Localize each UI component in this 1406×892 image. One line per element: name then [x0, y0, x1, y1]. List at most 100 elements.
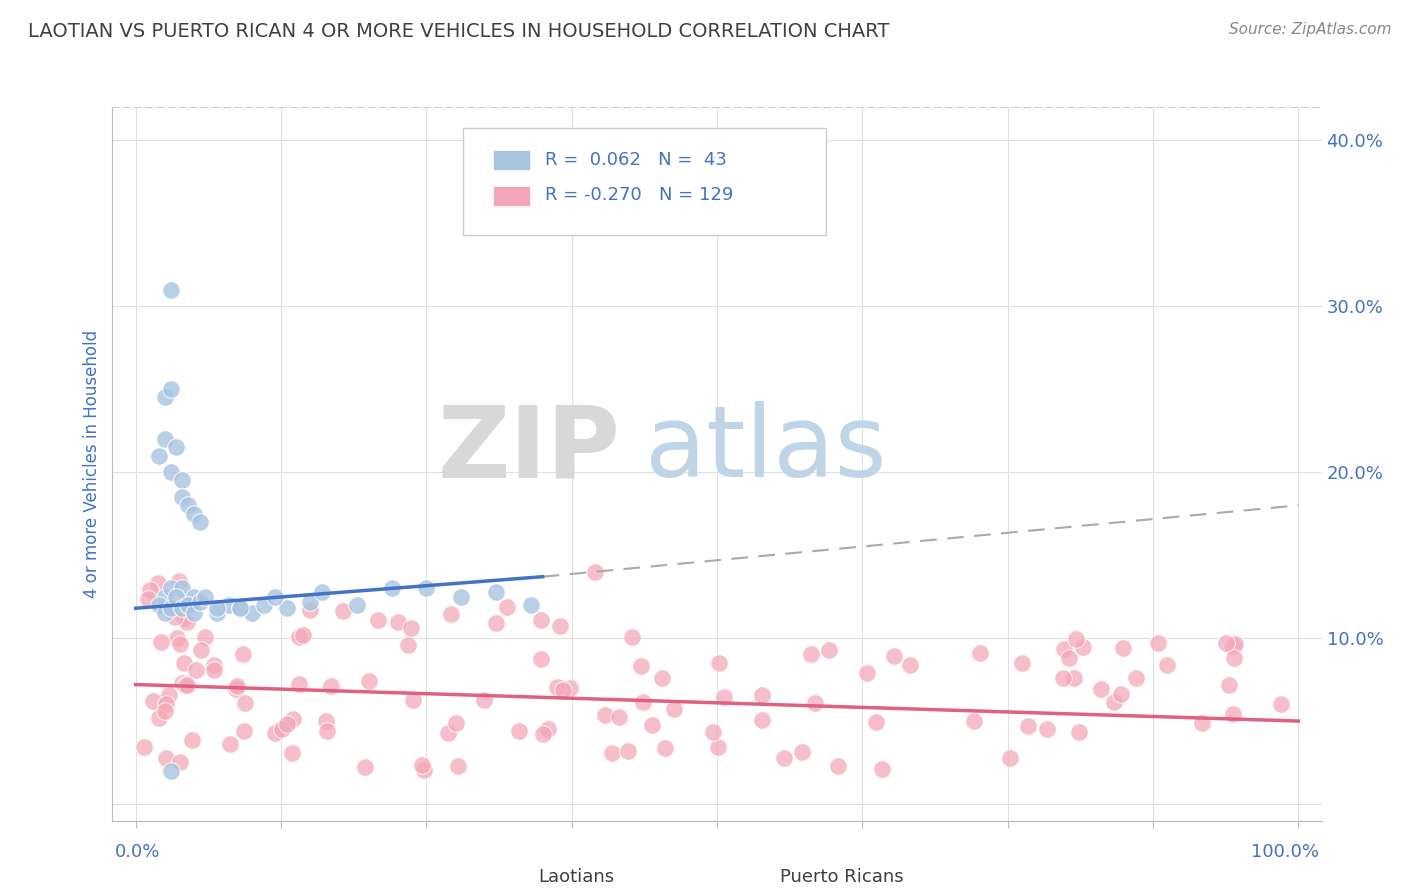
Point: [413, 763, 436, 777]
Point: [1011, 657, 1033, 671]
Point: [134, 739, 156, 754]
Point: [169, 637, 191, 651]
Point: [508, 723, 530, 738]
Point: [651, 672, 673, 686]
Point: [359, 674, 381, 689]
Point: [271, 722, 294, 736]
Point: [402, 693, 425, 707]
Point: [817, 642, 839, 657]
Point: [153, 590, 176, 604]
Point: [898, 657, 921, 672]
Point: [411, 757, 433, 772]
FancyBboxPatch shape: [463, 128, 825, 235]
Point: [1112, 640, 1135, 655]
Point: [233, 696, 256, 710]
Point: [969, 646, 991, 660]
Point: [298, 602, 321, 616]
Point: [276, 601, 298, 615]
Point: [173, 657, 195, 671]
Point: [183, 590, 205, 604]
Point: [702, 724, 724, 739]
Point: [264, 590, 287, 604]
Point: [621, 630, 644, 644]
Text: Source: ZipAtlas.com: Source: ZipAtlas.com: [1229, 22, 1392, 37]
Point: [138, 582, 160, 597]
Point: [299, 594, 322, 608]
Point: [170, 675, 193, 690]
Point: [1146, 636, 1168, 650]
Point: [1017, 719, 1039, 733]
Point: [149, 635, 172, 649]
Point: [291, 628, 314, 642]
Point: [173, 678, 195, 692]
Point: [148, 598, 170, 612]
Point: [529, 652, 551, 666]
Point: [772, 751, 794, 765]
Point: [380, 582, 402, 596]
Point: [1052, 671, 1074, 685]
Point: [165, 609, 187, 624]
Point: [827, 759, 849, 773]
Point: [172, 582, 194, 596]
Point: [1222, 651, 1244, 665]
Point: [159, 582, 181, 596]
Point: [856, 665, 879, 680]
Point: [707, 740, 730, 755]
Point: [1222, 639, 1244, 653]
Point: [447, 758, 470, 772]
Point: [1109, 687, 1132, 701]
Point: [188, 515, 211, 529]
Point: [233, 724, 256, 739]
Point: [546, 681, 568, 695]
Point: [153, 606, 176, 620]
Point: [218, 737, 240, 751]
Point: [148, 711, 170, 725]
Point: [159, 601, 181, 615]
Point: [229, 601, 252, 615]
Point: [804, 696, 827, 710]
Point: [153, 391, 176, 405]
Point: [548, 619, 571, 633]
Point: [450, 590, 472, 604]
Point: [229, 601, 252, 615]
Point: [190, 643, 212, 657]
Point: [281, 746, 304, 760]
Point: [707, 657, 730, 671]
Point: [166, 631, 188, 645]
Point: [159, 382, 181, 396]
Text: Puerto Ricans: Puerto Ricans: [780, 868, 904, 886]
FancyBboxPatch shape: [499, 869, 530, 885]
Point: [311, 584, 333, 599]
Point: [205, 606, 228, 620]
Point: [998, 751, 1021, 765]
Point: [153, 704, 176, 718]
Point: [316, 724, 339, 739]
Point: [1090, 682, 1112, 697]
Point: [437, 726, 460, 740]
Point: [630, 658, 652, 673]
Point: [142, 693, 165, 707]
Point: [1071, 640, 1094, 654]
Point: [870, 762, 893, 776]
Text: R = -0.270   N = 129: R = -0.270 N = 129: [546, 186, 734, 203]
Point: [520, 598, 543, 612]
Point: [593, 707, 616, 722]
Point: [148, 449, 170, 463]
Point: [1222, 706, 1244, 721]
Point: [188, 594, 211, 608]
FancyBboxPatch shape: [741, 869, 772, 885]
Point: [484, 615, 506, 630]
Point: [176, 615, 198, 630]
Point: [1035, 722, 1057, 736]
Point: [173, 611, 195, 625]
Point: [169, 756, 191, 770]
Point: [172, 474, 194, 488]
Point: [396, 639, 419, 653]
Point: [751, 713, 773, 727]
Point: [444, 715, 467, 730]
Point: [713, 690, 735, 704]
Text: ZIP: ZIP: [437, 401, 620, 498]
Point: [202, 658, 225, 673]
Point: [883, 648, 905, 663]
Point: [159, 283, 181, 297]
